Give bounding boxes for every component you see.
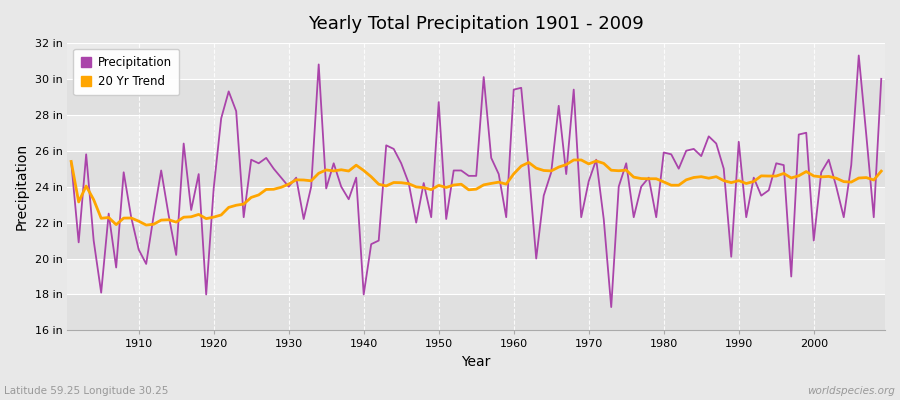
X-axis label: Year: Year: [462, 355, 490, 369]
Bar: [68, 151, 885, 187]
Bar: [68, 222, 885, 258]
Text: worldspecies.org: worldspecies.org: [807, 386, 896, 396]
Bar: [68, 115, 885, 151]
Bar: [68, 294, 885, 330]
Bar: [68, 187, 885, 222]
Bar: [68, 258, 885, 294]
Bar: [68, 79, 885, 115]
Title: Yearly Total Precipitation 1901 - 2009: Yearly Total Precipitation 1901 - 2009: [309, 15, 644, 33]
Text: Latitude 59.25 Longitude 30.25: Latitude 59.25 Longitude 30.25: [4, 386, 169, 396]
Bar: [68, 43, 885, 79]
Y-axis label: Precipitation: Precipitation: [15, 143, 29, 230]
Legend: Precipitation, 20 Yr Trend: Precipitation, 20 Yr Trend: [73, 49, 179, 95]
